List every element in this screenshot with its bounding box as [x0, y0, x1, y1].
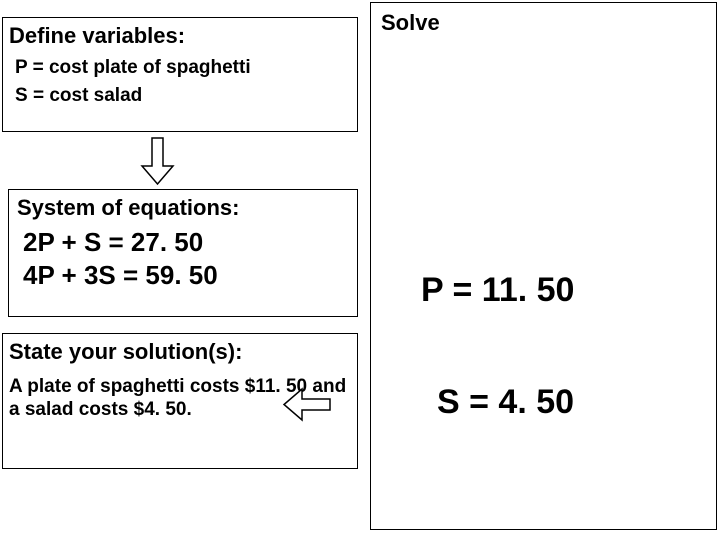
- solve-box: Solve P = 11. 50 S = 4. 50: [370, 2, 717, 530]
- define-variables-title: Define variables:: [9, 22, 351, 51]
- define-variables-box: Define variables: P = cost plate of spag…: [2, 17, 358, 132]
- system-eq1: 2P + S = 27. 50: [23, 227, 349, 258]
- solve-title: Solve: [381, 9, 706, 38]
- define-variables-line1: P = cost plate of spaghetti: [15, 57, 351, 79]
- system-eq2: 4P + 3S = 59. 50: [23, 260, 349, 291]
- system-equations-title: System of equations:: [17, 194, 349, 223]
- define-variables-line2: S = cost salad: [15, 85, 351, 107]
- solve-result-p: P = 11. 50: [421, 271, 574, 310]
- left-arrow-icon: [282, 387, 332, 422]
- down-arrow-icon: [140, 136, 175, 186]
- state-solution-title: State your solution(s):: [9, 338, 351, 367]
- system-equations-box: System of equations: 2P + S = 27. 50 4P …: [8, 189, 358, 317]
- solve-result-s: S = 4. 50: [437, 383, 574, 422]
